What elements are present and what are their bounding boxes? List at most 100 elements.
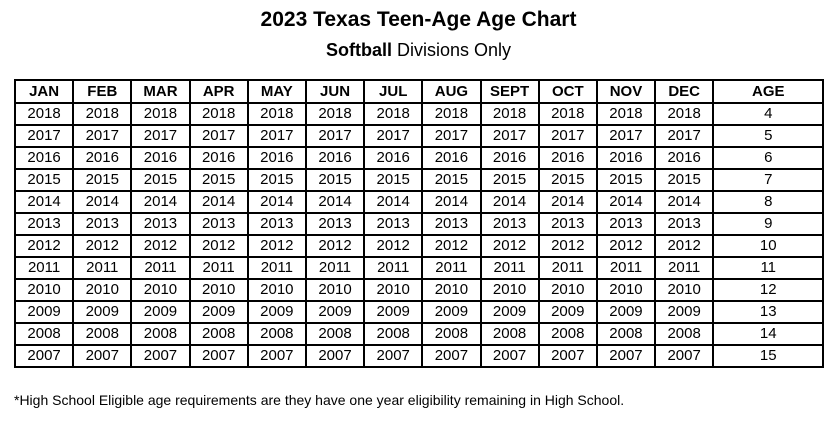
year-cell: 2010 (537, 278, 598, 302)
year-cell: 2015 (188, 168, 249, 192)
year-cell: 2011 (537, 256, 598, 280)
page-title: 2023 Texas Teen-Age Age Chart (260, 8, 577, 31)
column-header-aug: AUG (421, 79, 482, 104)
year-cell: 2013 (421, 212, 482, 236)
year-cell: 2016 (130, 146, 191, 170)
year-cell: 2007 (537, 344, 598, 368)
year-cell: 2017 (13, 124, 75, 148)
year-cell: 2018 (188, 102, 249, 126)
column-header-jul: JUL (363, 79, 424, 104)
year-cell: 2012 (246, 234, 307, 258)
age-chart-table: JAN FEB MAR APR MAY JUN JUL AUG SEPT OCT NOV DEC AGE… (13, 79, 825, 368)
age-cell: 11 (712, 256, 825, 280)
year-cell: 2018 (421, 102, 482, 126)
year-cell: 2016 (479, 146, 540, 170)
year-cell: 2008 (595, 322, 657, 346)
year-cell: 2010 (246, 278, 307, 302)
year-cell: 2012 (421, 234, 482, 258)
year-cell: 2010 (654, 278, 715, 302)
year-cell: 2014 (72, 190, 133, 214)
year-cell: 2008 (130, 322, 191, 346)
year-cell: 2017 (363, 124, 424, 148)
year-cell: 2015 (537, 168, 598, 192)
year-cell: 2007 (479, 344, 540, 368)
year-cell: 2018 (304, 102, 366, 126)
age-cell: 12 (712, 278, 825, 302)
table-row: 2009 2009 2009 2009 2009 2009 2009 2009 2009 2009… (13, 300, 825, 324)
year-cell: 2013 (363, 212, 424, 236)
year-cell: 2013 (304, 212, 366, 236)
column-header-dec: DEC (654, 79, 715, 104)
year-cell: 2015 (13, 168, 75, 192)
year-cell: 2012 (72, 234, 133, 258)
year-cell: 2015 (246, 168, 307, 192)
year-cell: 2016 (246, 146, 307, 170)
year-cell: 2012 (654, 234, 715, 258)
year-cell: 2015 (304, 168, 366, 192)
year-cell: 2014 (363, 190, 424, 214)
year-cell: 2018 (595, 102, 657, 126)
year-cell: 2007 (188, 344, 249, 368)
year-cell: 2011 (654, 256, 715, 280)
year-cell: 2007 (421, 344, 482, 368)
year-cell: 2016 (537, 146, 598, 170)
table-row: 2016 2016 2016 2016 2016 2016 2016 2016 2016 2016… (13, 146, 825, 170)
year-cell: 2012 (304, 234, 366, 258)
year-cell: 2010 (72, 278, 133, 302)
column-header-jun: JUN (304, 79, 366, 104)
age-cell: 9 (712, 212, 825, 236)
age-cell: 4 (712, 102, 825, 126)
year-cell: 2011 (479, 256, 540, 280)
year-cell: 2018 (130, 102, 191, 126)
year-cell: 2009 (130, 300, 191, 324)
year-cell: 2014 (188, 190, 249, 214)
year-cell: 2017 (188, 124, 249, 148)
year-cell: 2007 (130, 344, 191, 368)
year-cell: 2010 (188, 278, 249, 302)
year-cell: 2016 (72, 146, 133, 170)
year-cell: 2013 (188, 212, 249, 236)
year-cell: 2009 (246, 300, 307, 324)
year-cell: 2009 (363, 300, 424, 324)
year-cell: 2009 (654, 300, 715, 324)
year-cell: 2010 (130, 278, 191, 302)
column-header-feb: FEB (72, 79, 133, 104)
year-cell: 2007 (595, 344, 657, 368)
year-cell: 2014 (654, 190, 715, 214)
year-cell: 2016 (421, 146, 482, 170)
year-cell: 2017 (595, 124, 657, 148)
year-cell: 2008 (479, 322, 540, 346)
table-row: 2014 2014 2014 2014 2014 2014 2014 2014 2014 2014… (13, 190, 825, 214)
year-cell: 2018 (13, 102, 75, 126)
age-cell: 7 (712, 168, 825, 192)
year-cell: 2013 (72, 212, 133, 236)
column-header-may: MAY (246, 79, 307, 104)
year-cell: 2018 (363, 102, 424, 126)
year-cell: 2007 (13, 344, 75, 368)
year-cell: 2014 (304, 190, 366, 214)
year-cell: 2009 (537, 300, 598, 324)
table-row: 2011 2011 2011 2011 2011 2011 2011 2011 2011 2011… (13, 256, 825, 280)
year-cell: 2008 (304, 322, 366, 346)
year-cell: 2011 (246, 256, 307, 280)
column-header-age: AGE (712, 79, 825, 104)
year-cell: 2015 (363, 168, 424, 192)
column-header-nov: NOV (595, 79, 657, 104)
subtitle-sport: Softball (325, 40, 392, 60)
year-cell: 2007 (304, 344, 366, 368)
year-cell: 2010 (479, 278, 540, 302)
year-cell: 2007 (72, 344, 133, 368)
year-cell: 2015 (130, 168, 191, 192)
year-cell: 2014 (537, 190, 598, 214)
year-cell: 2018 (72, 102, 133, 126)
year-cell: 2018 (246, 102, 307, 126)
year-cell: 2009 (479, 300, 540, 324)
year-cell: 2017 (537, 124, 598, 148)
year-cell: 2018 (479, 102, 540, 126)
year-cell: 2012 (13, 234, 75, 258)
year-cell: 2011 (595, 256, 657, 280)
year-cell: 2017 (479, 124, 540, 148)
year-cell: 2013 (130, 212, 191, 236)
year-cell: 2014 (421, 190, 482, 214)
year-cell: 2007 (654, 344, 715, 368)
